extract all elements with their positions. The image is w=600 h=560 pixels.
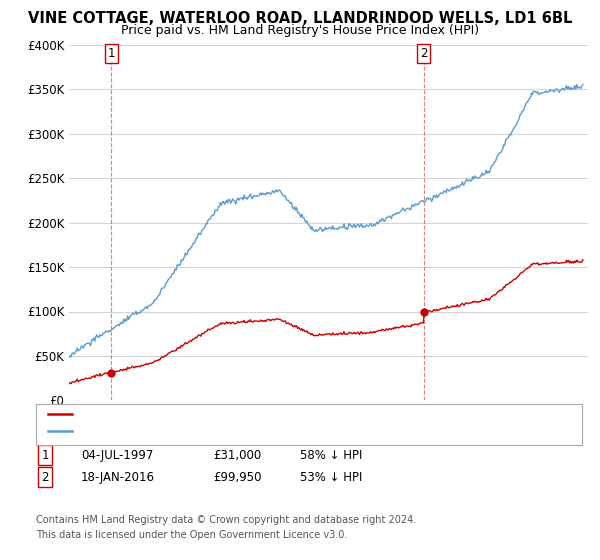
Text: £31,000: £31,000	[213, 449, 261, 462]
Text: 1: 1	[41, 449, 49, 462]
Text: VINE COTTAGE, WATERLOO ROAD, LLANDRINDOD WELLS, LD1 6BL (detached house): VINE COTTAGE, WATERLOO ROAD, LLANDRINDOD…	[78, 409, 518, 419]
Text: This data is licensed under the Open Government Licence v3.0.: This data is licensed under the Open Gov…	[36, 530, 347, 540]
Text: 2: 2	[41, 470, 49, 484]
Text: £99,950: £99,950	[213, 470, 262, 484]
Text: 04-JUL-1997: 04-JUL-1997	[81, 449, 154, 462]
Text: VINE COTTAGE, WATERLOO ROAD, LLANDRINDOD WELLS, LD1 6BL: VINE COTTAGE, WATERLOO ROAD, LLANDRINDOD…	[28, 11, 572, 26]
Text: HPI: Average price, detached house, Powys: HPI: Average price, detached house, Powy…	[78, 426, 303, 436]
Text: 58% ↓ HPI: 58% ↓ HPI	[300, 449, 362, 462]
Text: Price paid vs. HM Land Registry's House Price Index (HPI): Price paid vs. HM Land Registry's House …	[121, 24, 479, 36]
Text: 1: 1	[107, 46, 115, 59]
Text: Contains HM Land Registry data © Crown copyright and database right 2024.: Contains HM Land Registry data © Crown c…	[36, 515, 416, 525]
Text: 18-JAN-2016: 18-JAN-2016	[81, 470, 155, 484]
Text: 53% ↓ HPI: 53% ↓ HPI	[300, 470, 362, 484]
Text: 2: 2	[420, 46, 427, 59]
